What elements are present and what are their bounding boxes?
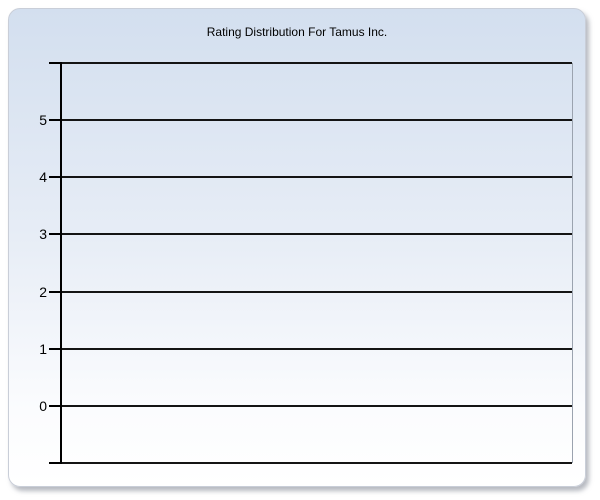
gridline xyxy=(60,233,572,236)
y-axis-label: 5 xyxy=(39,112,47,129)
y-axis-tick xyxy=(49,119,60,122)
plot-area: 5 4 3 2 1 0 xyxy=(39,62,573,464)
y-axis-tick xyxy=(49,62,60,64)
chart-panel: Rating Distribution For Tamus Inc. 5 4 3 2 1… xyxy=(8,8,586,487)
gridline xyxy=(60,62,572,64)
gridline xyxy=(60,119,572,122)
y-axis-label: 3 xyxy=(39,226,47,243)
y-axis-tick xyxy=(49,347,60,350)
y-axis-tick xyxy=(49,404,60,407)
y-axis-label: 4 xyxy=(39,169,47,186)
y-axis-label: 2 xyxy=(39,283,47,300)
y-axis-tick xyxy=(49,176,60,179)
y-axis-label: 1 xyxy=(39,340,47,357)
gridline xyxy=(60,347,572,350)
y-axis-tick xyxy=(49,462,60,464)
chart-title: Rating Distribution For Tamus Inc. xyxy=(206,25,388,39)
gridline xyxy=(60,290,572,293)
gridline xyxy=(60,404,572,407)
y-axis-label: 0 xyxy=(39,397,47,414)
y-axis-tick xyxy=(49,290,60,293)
y-axis-tick xyxy=(49,233,60,236)
y-axis-line xyxy=(60,62,62,464)
gridline xyxy=(60,176,572,179)
gridline xyxy=(60,462,572,464)
